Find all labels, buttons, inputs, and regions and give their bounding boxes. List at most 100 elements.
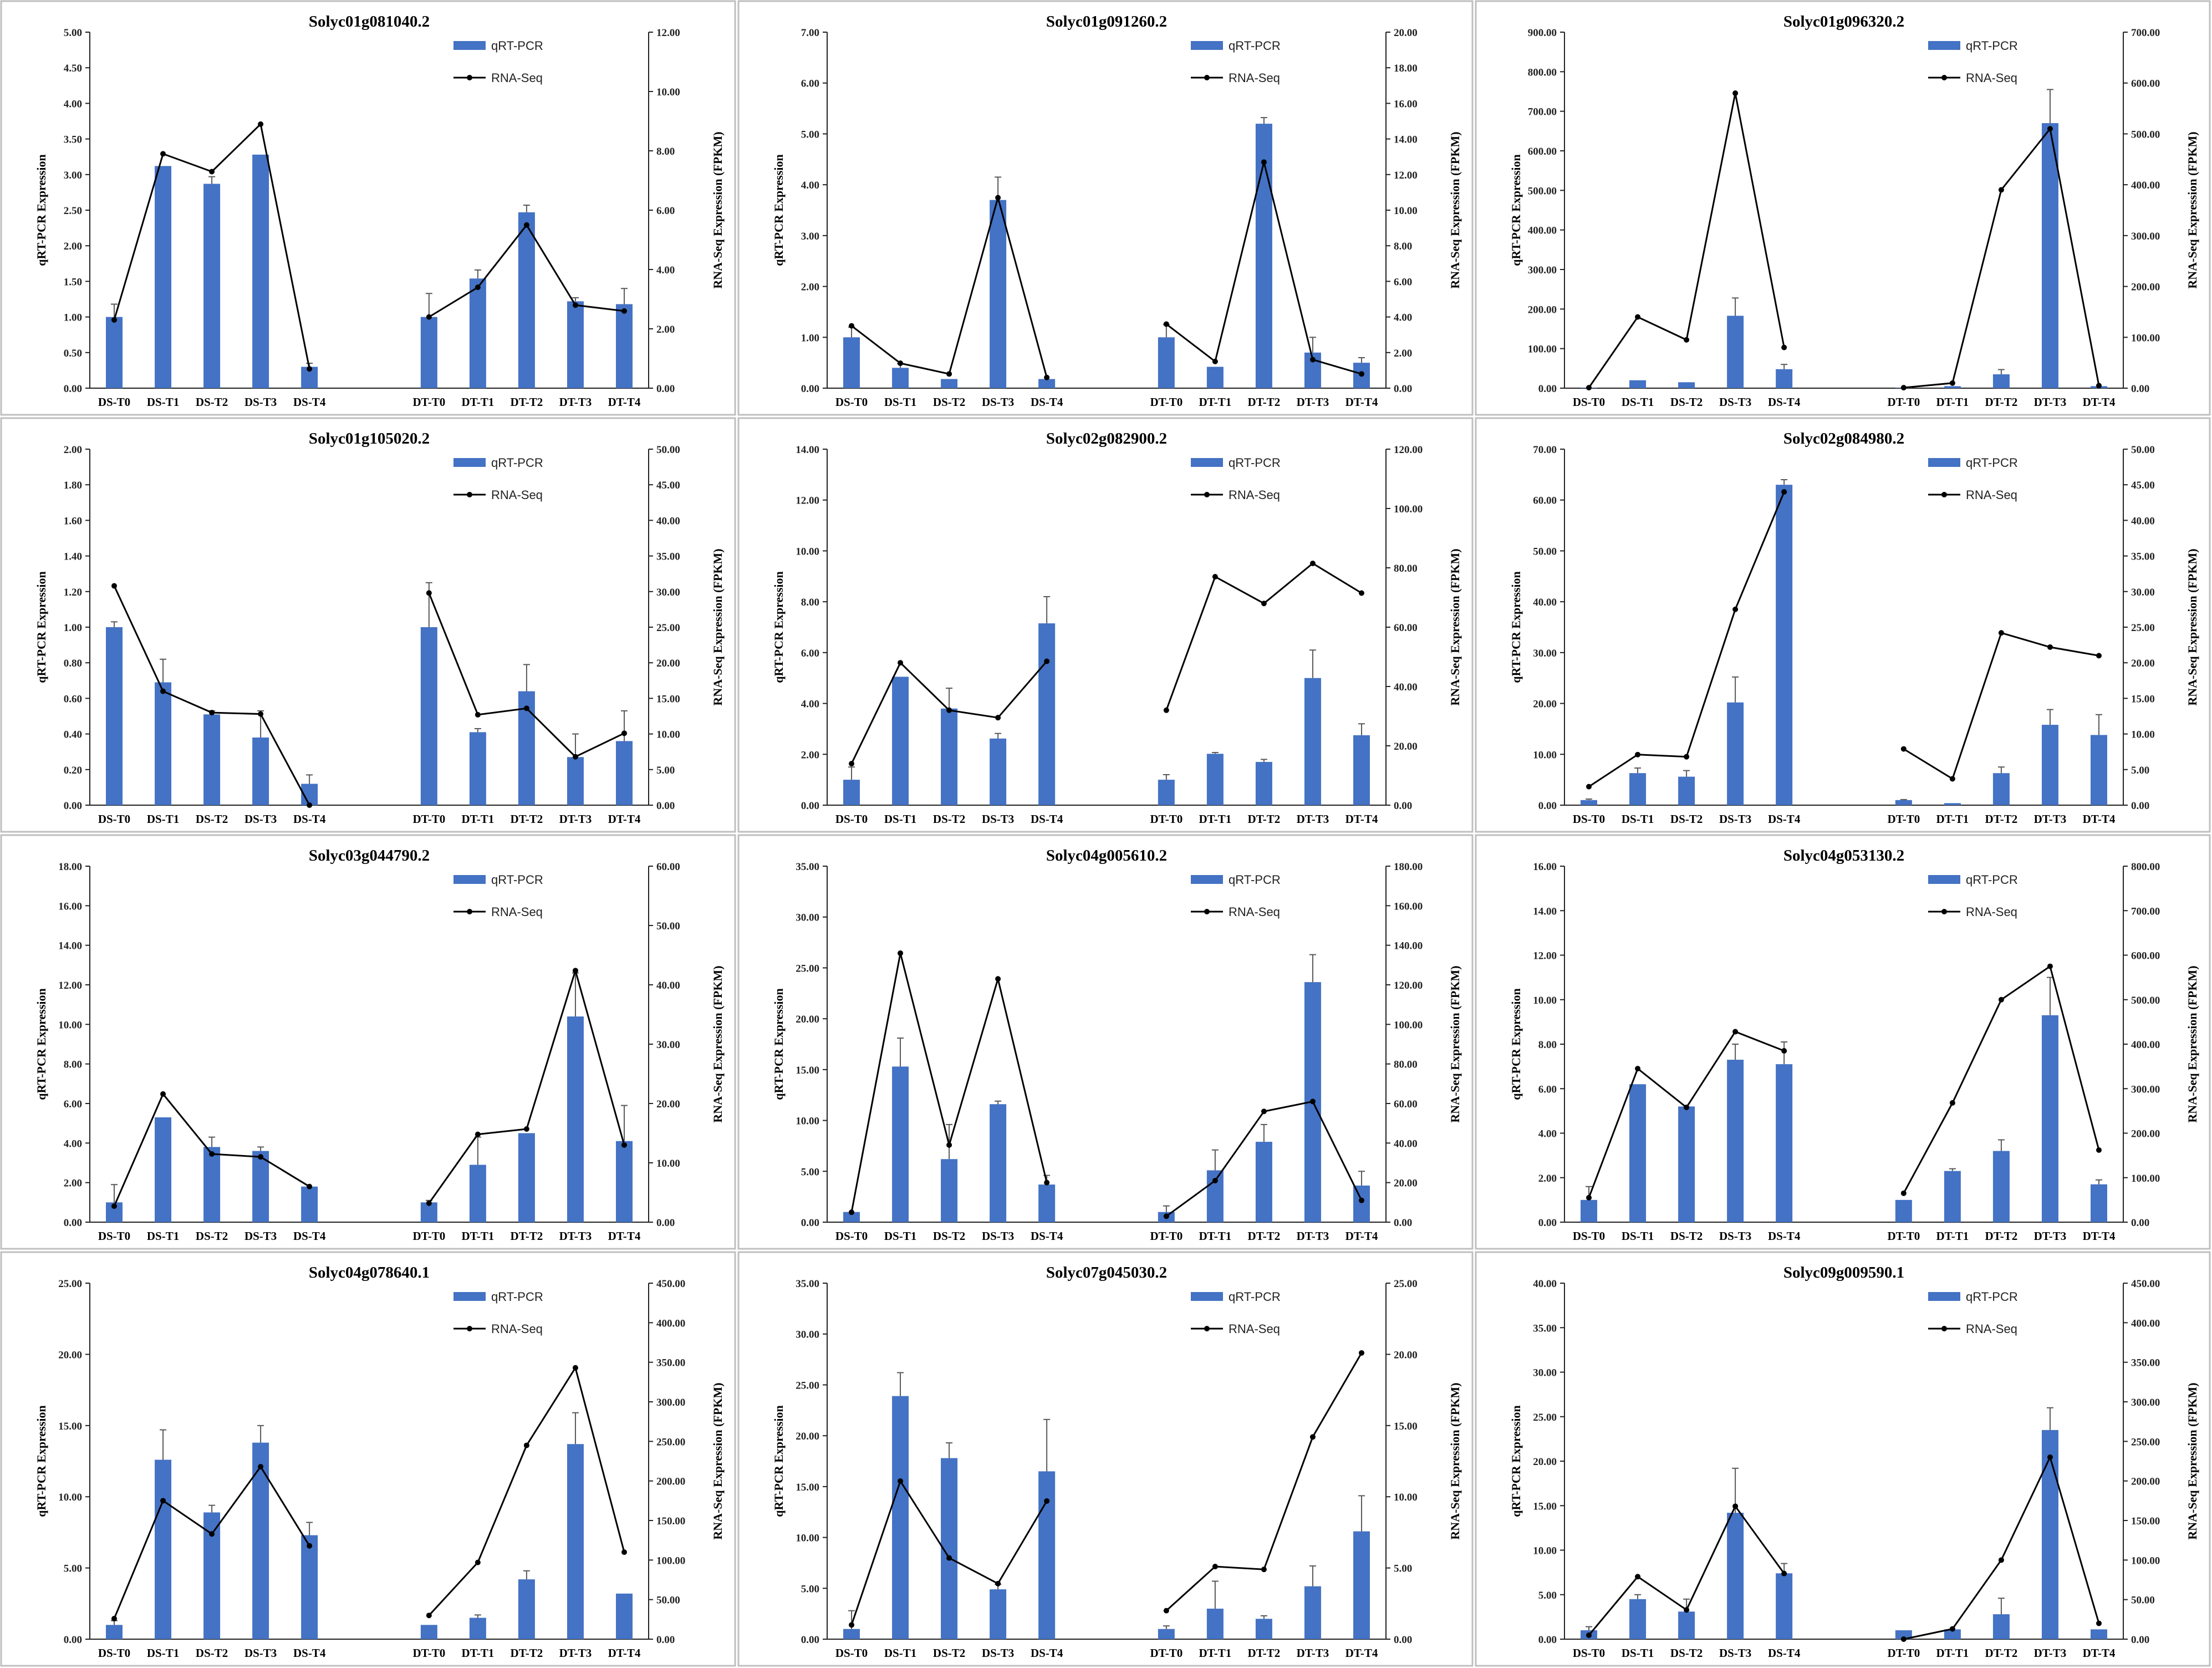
right-tick-label: 200.00 [2131, 1476, 2160, 1488]
left-tick-label: 1.20 [64, 587, 82, 598]
left-tick-label: 900.00 [1528, 27, 1557, 39]
category-label: DS-T1 [1622, 1646, 1654, 1660]
qrt-pcr-bar [1727, 1513, 1744, 1639]
category-label: DS-T2 [196, 395, 228, 409]
legend-label-qrt-pcr: qRT-PCR [1229, 873, 1281, 887]
left-tick-label: 600.00 [1528, 146, 1557, 157]
left-tick-label: 10.00 [796, 546, 819, 557]
category-label: DS-T3 [244, 812, 277, 826]
rna-seq-point [995, 1580, 1001, 1586]
right-tick-label: 8.00 [1394, 241, 1412, 252]
qrt-pcr-bar [1353, 1531, 1370, 1639]
qrt-pcr-bar [1776, 1064, 1793, 1222]
qrt-pcr-bar [1776, 485, 1793, 805]
right-tick-label: 20.00 [2131, 658, 2155, 669]
category-label: DS-T1 [884, 1646, 916, 1660]
left-tick-label: 12.00 [1533, 950, 1557, 962]
category-label: DS-T0 [1573, 812, 1605, 826]
left-tick-label: 400.00 [1528, 225, 1557, 237]
category-label: DT-T1 [462, 395, 495, 409]
right-tick-label: 500.00 [2131, 995, 2160, 1006]
left-tick-label: 14.00 [796, 444, 819, 456]
category-label: DS-T2 [196, 1229, 228, 1243]
rna-seq-point [2096, 1620, 2102, 1626]
right-tick-label: 100.00 [1394, 504, 1423, 515]
y2-axis-title: RNA-Seq Expression (FPKM) [1448, 548, 1462, 705]
qrt-pcr-bar [567, 301, 584, 388]
rna-seq-point [1212, 358, 1218, 364]
category-label: DS-T4 [1768, 1646, 1801, 1660]
left-tick-label: 12.00 [796, 495, 819, 507]
rna-seq-point [426, 1613, 432, 1619]
right-tick-label: 300.00 [2131, 1397, 2160, 1408]
category-label: DT-T4 [2083, 1646, 2116, 1660]
qrt-pcr-bar [1304, 678, 1321, 805]
rna-seq-point [209, 1531, 215, 1537]
qrt-pcr-bar [1678, 776, 1695, 805]
category-label: DS-T1 [147, 1229, 179, 1243]
left-tick-label: 14.00 [58, 940, 82, 952]
left-tick-label: 1.40 [64, 551, 82, 563]
left-tick-label: 200.00 [1528, 304, 1557, 316]
right-tick-label: 100.00 [2131, 332, 2160, 344]
category-label: DS-T3 [982, 1646, 1014, 1660]
right-tick-label: 80.00 [1394, 563, 1418, 574]
category-label: DT-T3 [2034, 812, 2067, 826]
legend-marker-rna-seq [1941, 909, 1947, 914]
right-tick-label: 250.00 [656, 1436, 685, 1448]
left-tick-label: 1.00 [801, 332, 819, 344]
chart-panel: Solyc02g084980.2 0.00 10.00 20.00 30.00 40.00… [1475, 417, 2211, 833]
category-label: DT-T3 [559, 395, 592, 409]
category-label: DT-T3 [1297, 1229, 1329, 1243]
left-tick-label: 5.00 [801, 129, 819, 140]
qrt-pcr-bar [941, 379, 958, 388]
qrt-pcr-bar [1992, 773, 2010, 805]
rna-seq-point [111, 1615, 118, 1621]
right-tick-label: 50.00 [2131, 1595, 2155, 1606]
right-tick-label: 6.00 [656, 205, 675, 217]
legend-label-rna-seq: RNA-Seq [491, 71, 543, 85]
category-label: DT-T2 [1985, 1646, 2018, 1660]
legend-swatch-qrt-pcr [453, 875, 486, 884]
category-label: DT-T3 [2034, 1229, 2067, 1243]
rna-seq-point [1358, 1197, 1364, 1203]
right-tick-label: 6.00 [1394, 276, 1412, 288]
right-tick-label: 50.00 [656, 921, 680, 932]
right-tick-label: 200.00 [2131, 1128, 2160, 1140]
chart-title: Solyc01g091260.2 [1046, 13, 1167, 30]
category-label: DT-T3 [2034, 1646, 2067, 1660]
left-tick-label: 2.00 [64, 241, 82, 252]
rna-seq-point [1586, 784, 1592, 790]
category-label: DS-T3 [244, 1646, 277, 1660]
rna-seq-point [898, 660, 904, 666]
category-label: DS-T1 [1622, 395, 1654, 409]
category-label: DT-T4 [608, 395, 641, 409]
right-tick-label: 8.00 [656, 146, 675, 157]
left-tick-label: 14.00 [1533, 906, 1557, 917]
rna-seq-point [1586, 1194, 1592, 1201]
right-tick-label: 20.00 [1394, 27, 1418, 39]
y2-axis-title: RNA-Seq Expression (FPKM) [2185, 548, 2199, 705]
qrt-pcr-bar [567, 757, 584, 805]
rna-seq-point [898, 1478, 904, 1484]
rna-seq-point [160, 688, 166, 694]
category-label: DS-T2 [933, 812, 965, 826]
qrt-pcr-bar [2090, 735, 2107, 805]
category-label: DT-T4 [1345, 395, 1378, 409]
category-label: DS-T0 [1573, 1229, 1605, 1243]
rna-seq-point [1781, 1570, 1787, 1577]
qrt-pcr-bar [1629, 380, 1647, 388]
left-tick-label: 100.00 [1528, 344, 1557, 355]
left-tick-label: 2.00 [801, 282, 819, 293]
rna-seq-point [1684, 337, 1690, 343]
rna-seq-point [898, 360, 904, 367]
category-label: DT-T3 [2034, 395, 2067, 409]
rna-seq-point [475, 1559, 481, 1565]
right-tick-label: 10.00 [656, 1158, 680, 1169]
panel-frame [0, 417, 736, 833]
qrt-pcr-bar [615, 1593, 633, 1639]
qrt-pcr-bar [843, 1212, 860, 1222]
category-label: DS-T3 [982, 812, 1014, 826]
right-tick-label: 300.00 [2131, 1084, 2160, 1095]
left-tick-label: 5.00 [801, 1166, 819, 1178]
